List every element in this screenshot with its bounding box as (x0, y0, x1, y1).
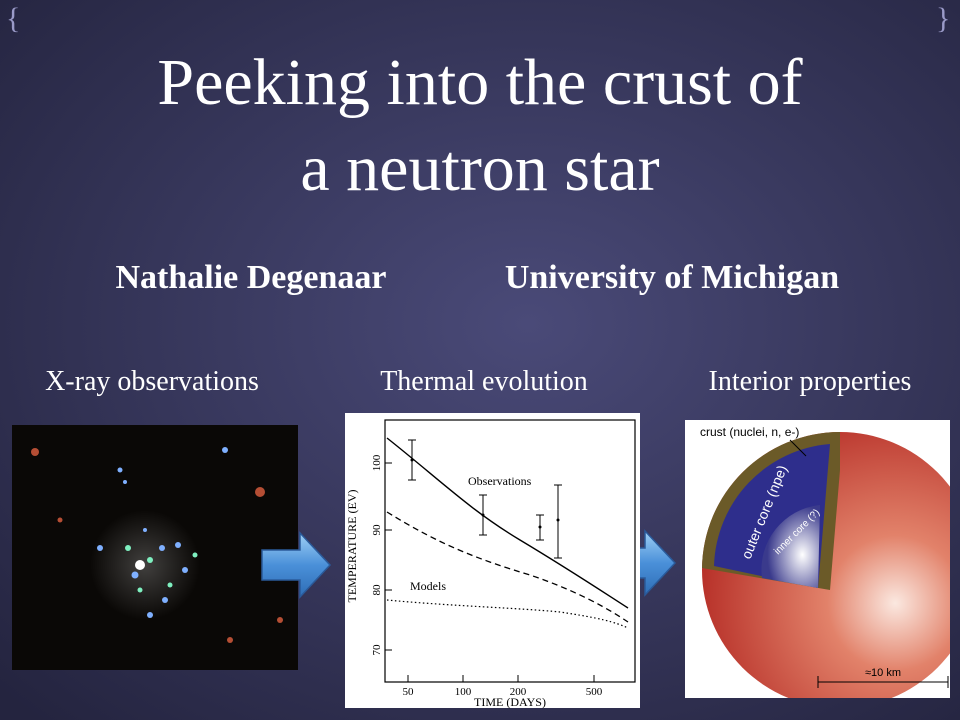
x-tick-label: 100 (455, 686, 472, 698)
title-line: a neutron star (300, 132, 659, 205)
xray-image (12, 425, 298, 670)
x-tick-label: 50 (403, 686, 415, 698)
x-axis-label: TIME (DAYS) (474, 695, 546, 709)
caption: X-ray observations (45, 366, 259, 397)
label: ≈10 km (865, 667, 901, 679)
y-tick-label: 70 (371, 644, 383, 656)
caption: Thermal evolution (380, 366, 588, 397)
x-tick-label: 500 (586, 686, 603, 698)
brace: { (6, 2, 20, 35)
arrow (261, 531, 332, 599)
annotation: Models (410, 579, 446, 593)
interior-image: crust (nuclei, n, e-) outer core (npe) i… (685, 420, 950, 698)
caption: Interior properties (709, 366, 912, 397)
label: crust (nuclei, n, e-) (700, 425, 799, 439)
author: Nathalie Degenaar (115, 259, 386, 296)
plot-image: 100 90 80 70 50 100 200 500 TIME (DAYS) … (345, 413, 640, 709)
annotation: Observations (468, 474, 532, 488)
y-tick-label: 90 (371, 524, 383, 536)
brace: } (936, 2, 950, 35)
y-tick-label: 80 (371, 584, 383, 596)
y-axis-label: TEMPERATURE (EV) (345, 490, 359, 603)
title-line: Peeking into the crust of (157, 46, 802, 119)
affiliation: University of Michigan (505, 259, 839, 296)
x-tick-label: 200 (510, 686, 527, 698)
y-tick-label: 100 (371, 454, 383, 471)
